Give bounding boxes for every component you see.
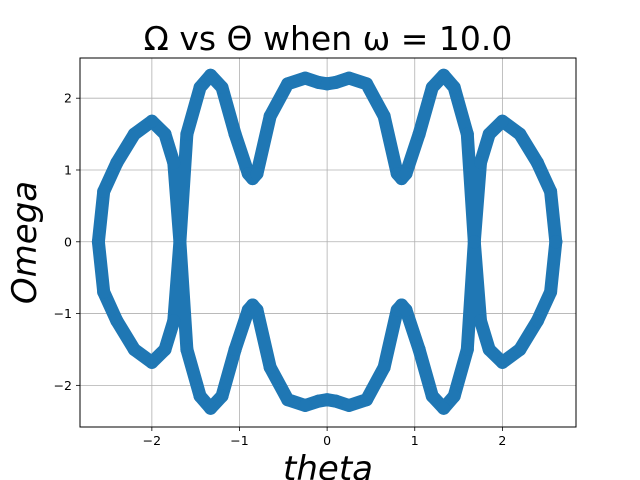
data-point (377, 109, 391, 123)
data-point-mirror (193, 389, 207, 403)
data-point-mirror (549, 235, 563, 249)
data-point (204, 68, 218, 82)
data-point (298, 71, 312, 85)
y-axis-label: Omega (5, 181, 45, 304)
data-point-mirror (215, 389, 229, 403)
data-point-mirror (530, 314, 544, 328)
data-point-mirror (473, 314, 487, 328)
data-point (460, 127, 474, 141)
data-point-mirror (127, 342, 141, 356)
data-point (167, 156, 181, 170)
data-point-mirror (97, 285, 111, 299)
data-point (281, 77, 295, 91)
data-point (530, 156, 544, 170)
x-tick-label: −1 (230, 433, 248, 448)
data-point-mirror (513, 342, 527, 356)
data-point-mirror (263, 360, 277, 374)
data-point-mirror (250, 303, 264, 317)
y-tick-label: 0 (64, 234, 72, 249)
data-point-mirror (460, 342, 474, 356)
data-point (97, 185, 111, 199)
data-point-mirror (281, 393, 295, 407)
data-point-mirror (467, 235, 481, 249)
data-point (127, 127, 141, 141)
data-point-mirror (228, 342, 242, 356)
data-point (425, 80, 439, 94)
data-point (473, 156, 487, 170)
data-point (360, 77, 374, 91)
data-point-mirror (360, 393, 374, 407)
data-point (329, 75, 343, 89)
data-point-mirror (377, 360, 391, 374)
data-point-mirror (544, 285, 558, 299)
data-point-mirror (329, 394, 343, 408)
data-point (544, 185, 558, 199)
x-tick-label: 1 (411, 433, 419, 448)
data-point (437, 68, 451, 82)
data-point-mirror (110, 314, 124, 328)
data-point (342, 71, 356, 85)
data-point-mirror (495, 355, 509, 369)
data-point (399, 167, 413, 181)
data-point (482, 127, 496, 141)
data-point (193, 80, 207, 94)
data-point (263, 109, 277, 123)
data-point (110, 156, 124, 170)
data-point-mirror (447, 389, 461, 403)
data-point-mirror (482, 342, 496, 356)
data-point-mirror (158, 342, 172, 356)
grid-lines (80, 58, 576, 427)
data-point-mirror (412, 342, 426, 356)
y-tick-label: −2 (54, 378, 72, 393)
data-point-mirror (167, 314, 181, 328)
data-point (215, 80, 229, 94)
chart-title: Ω vs Θ when ω = 10.0 (144, 19, 513, 58)
data-point (412, 127, 426, 141)
x-tick-label: 0 (323, 433, 331, 448)
data-point (447, 80, 461, 94)
data-point (158, 127, 172, 141)
data-point-mirror (145, 355, 159, 369)
data-point (228, 127, 242, 141)
data-point-mirror (173, 235, 187, 249)
x-axis-label: theta (283, 449, 373, 480)
ticks: −2 −1 0 1 2 −2 −1 0 1 2 (54, 91, 507, 448)
y-tick-label: 1 (64, 162, 72, 177)
data-point (250, 167, 264, 181)
data-point-mirror (399, 303, 413, 317)
data-series (91, 68, 563, 415)
y-tick-label: 2 (64, 91, 72, 106)
x-tick-label: −2 (143, 433, 161, 448)
x-tick-label: 2 (498, 433, 506, 448)
data-point-mirror (298, 398, 312, 412)
data-point (145, 114, 159, 128)
data-point-mirror (437, 401, 451, 415)
y-tick-label: −1 (54, 306, 72, 321)
data-point (495, 114, 509, 128)
data-point-mirror (180, 342, 194, 356)
data-point (180, 127, 194, 141)
data-point-mirror (91, 235, 105, 249)
data-point-mirror (425, 389, 439, 403)
data-point-mirror (204, 401, 218, 415)
data-point-mirror (342, 398, 356, 412)
axes-frame (79, 57, 577, 428)
data-point (513, 127, 527, 141)
